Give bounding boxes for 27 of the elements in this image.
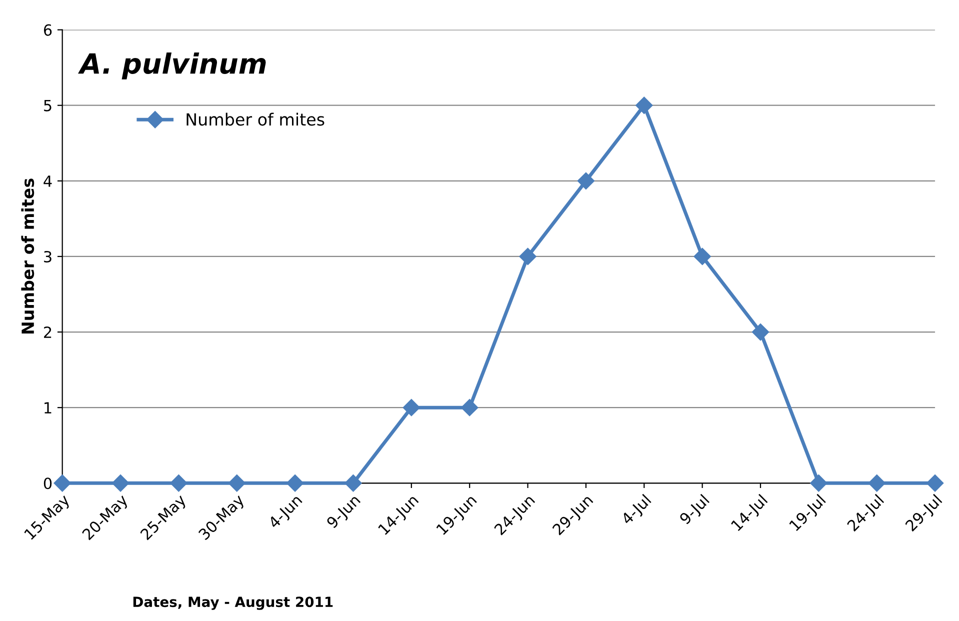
point — [752, 323, 770, 341]
text: A. pulvinum — [78, 52, 266, 80]
point — [344, 474, 362, 492]
y-tick-label: 2 — [44, 326, 52, 338]
y-axis-title: Number of mites — [21, 178, 34, 334]
y-tick-label: 5 — [44, 100, 52, 112]
y-tick-label: 6 — [44, 24, 52, 36]
point — [112, 474, 130, 492]
point — [286, 474, 304, 492]
point — [54, 474, 71, 492]
y-tick-label: 3 — [44, 250, 52, 262]
point — [868, 474, 886, 492]
point — [402, 399, 420, 416]
point — [810, 474, 828, 492]
y-tick-label: 4 — [44, 176, 52, 187]
point — [228, 474, 246, 492]
legend-label: Number of mites — [186, 112, 324, 126]
point — [461, 399, 478, 416]
point — [694, 248, 711, 266]
x-axis-title: Dates, May - August 2011 — [133, 596, 333, 610]
point — [519, 248, 536, 266]
y-tick-label: 0 — [44, 478, 52, 490]
point — [636, 96, 653, 114]
point — [577, 172, 594, 190]
point — [926, 474, 944, 492]
point — [170, 474, 188, 492]
y-tick-label: 1 — [44, 402, 52, 414]
